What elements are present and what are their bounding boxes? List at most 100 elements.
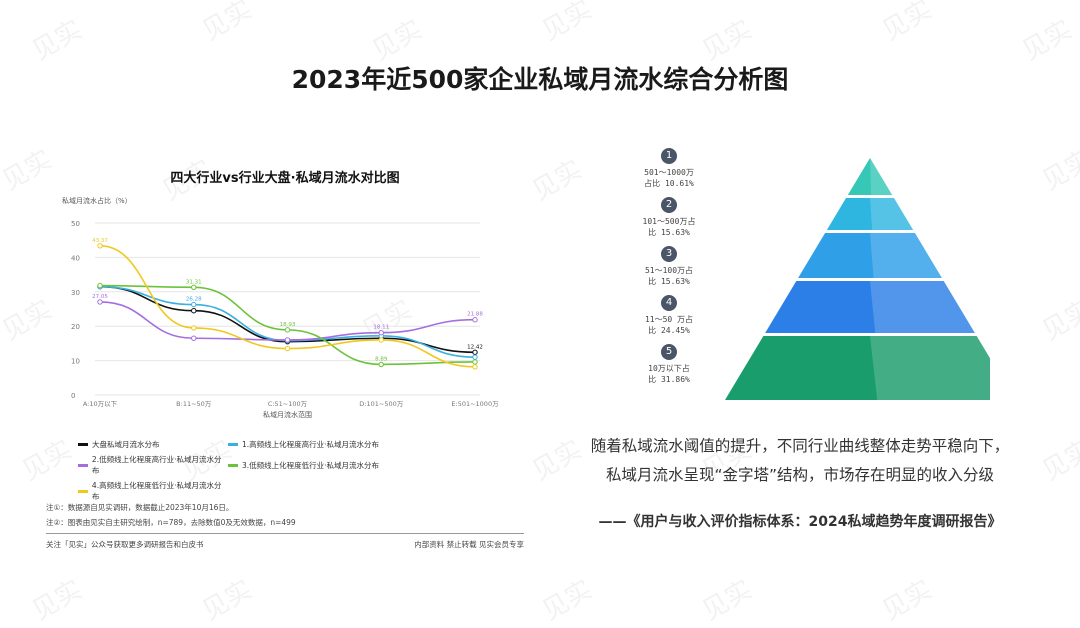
watermark-text: 见实 bbox=[197, 574, 258, 627]
page-title: 2023年近500家企业私域月流水综合分析图 bbox=[291, 65, 789, 94]
pyramid-tier-label: 1 501～1000万 占比 10.61% bbox=[630, 148, 708, 189]
tier-number-badge: 2 bbox=[661, 197, 677, 213]
chart-notes: 注①：数据源自见实调研，数据截止2023年10月16日。 注②：图表由见实自主研… bbox=[46, 500, 296, 530]
data-point bbox=[472, 364, 478, 370]
legend-swatch bbox=[228, 463, 238, 467]
x-tick-label: E:501~1000万 bbox=[451, 400, 499, 408]
data-point bbox=[472, 354, 478, 360]
summary-line-1: 随着私域流水阈值的提升，不同行业曲线整体走势平稳向下， bbox=[590, 437, 1010, 455]
series-line bbox=[99, 245, 476, 368]
data-label: 27.05 bbox=[92, 294, 108, 300]
y-tick-label: 30 bbox=[71, 289, 80, 297]
legend-swatch bbox=[78, 443, 88, 446]
summary-line-2: 私域月流水呈现“金字塔”结构，市场存在明显的收入分级 bbox=[605, 466, 995, 484]
footer-right-text: 内部资料 禁止转载 见实会员专享 bbox=[414, 540, 524, 549]
data-point bbox=[191, 284, 197, 290]
watermark-text: 见实 bbox=[1017, 14, 1078, 67]
pyramid-tier bbox=[826, 198, 914, 230]
data-point bbox=[472, 317, 478, 323]
data-point bbox=[378, 330, 384, 336]
y-tick-label: 20 bbox=[71, 323, 80, 331]
data-point bbox=[191, 335, 197, 341]
watermark-text: 见实 bbox=[27, 14, 88, 67]
tier-text: 11～50 万占 bbox=[644, 315, 694, 324]
data-point bbox=[191, 308, 197, 314]
x-tick-label: D:101~500万 bbox=[359, 400, 403, 408]
watermark-text: 见实 bbox=[367, 14, 428, 67]
legend-label: 4.高频线上化程度低行业·私域月流水分布 bbox=[91, 481, 222, 501]
legend-item: 大盘私域月流水分布 bbox=[78, 439, 228, 450]
pyramid-tier-highlight bbox=[870, 198, 914, 230]
tier-text: 501～1000万 bbox=[644, 168, 694, 177]
chart-legend: 大盘私域月流水分布 1.高频线上化程度高行业·私域月流水分布 2.低频线上化程度高行… bbox=[78, 437, 528, 504]
pyramid-tier-highlight bbox=[870, 336, 990, 400]
legend-item: 4.高频线上化程度低行业·私域月流水分布 bbox=[78, 480, 228, 502]
x-tick-label: B:11~50万 bbox=[176, 400, 212, 408]
line-chart: 私域月流水占比（%） 0 10 20 30 40 50 A:10万以下 B:11~50万 C:51… bbox=[62, 196, 499, 419]
watermark-text: 见实 bbox=[697, 14, 758, 67]
y-axis-label: 私域月流水占比（%） bbox=[62, 196, 132, 205]
footer-left-text: 关注「见实」公众号获取更多调研报告和白皮书 bbox=[46, 540, 204, 549]
pyramid-tier-highlight bbox=[870, 281, 975, 333]
tier-text: 比 24.45% bbox=[648, 326, 690, 335]
data-point bbox=[284, 337, 291, 343]
watermark-text: 见实 bbox=[197, 0, 258, 47]
legend-item: 3.低频线上化程度低行业·私域月流水分布 bbox=[228, 460, 498, 471]
data-label: 31.31 bbox=[186, 279, 202, 285]
tier-text: 51～100万占 bbox=[644, 266, 694, 275]
data-point bbox=[472, 349, 478, 355]
pyramid-tier bbox=[765, 281, 975, 333]
pyramid-tier-highlight bbox=[870, 233, 942, 278]
pyramid-tier-label: 5 10万以下占比 31.86% bbox=[630, 344, 708, 385]
pyramid-tier-label: 2 101～500万占比 15.63% bbox=[630, 197, 708, 238]
data-point bbox=[191, 301, 197, 308]
pyramid-tier-label: 3 51～100万占比 15.63% bbox=[630, 246, 708, 287]
x-tick-label: A:10万以下 bbox=[83, 400, 118, 408]
pyramid-tier bbox=[725, 336, 990, 400]
chart-panel: 私域月流水占比（%） 0 10 20 30 40 50 A:10万以下 B:11~50万 C:51… bbox=[40, 155, 530, 555]
pyramid-tier-label: 4 11～50 万占比 24.45% bbox=[630, 295, 708, 336]
data-label: 21.88 bbox=[467, 312, 483, 318]
watermark-text: 见实 bbox=[877, 574, 938, 627]
data-point bbox=[284, 327, 291, 333]
tier-text: 比 15.63% bbox=[648, 277, 690, 286]
y-tick-label: 50 bbox=[71, 220, 80, 228]
legend-item: 1.高频线上化程度高行业·私域月流水分布 bbox=[228, 439, 498, 450]
data-label: 18.93 bbox=[280, 322, 296, 328]
data-point bbox=[97, 282, 103, 289]
data-point bbox=[284, 345, 291, 352]
report-source: ——《用户与收入评价指标体系：2024私域趋势年度调研报告》 bbox=[598, 514, 1002, 530]
data-point bbox=[191, 325, 197, 331]
y-tick-label: 0 bbox=[71, 392, 75, 400]
pyramid-tier bbox=[798, 233, 942, 278]
watermark-text: 见实 bbox=[1037, 294, 1080, 347]
watermark-text: 见实 bbox=[877, 0, 938, 47]
tier-text: 比 15.63% bbox=[648, 228, 690, 237]
data-label: 12.42 bbox=[467, 344, 483, 350]
note-1: 注①：数据源自见实调研，数据截止2023年10月16日。 bbox=[46, 503, 234, 512]
tier-text: 10万以下占 bbox=[648, 364, 690, 373]
legend-swatch bbox=[228, 443, 238, 446]
data-label: 26.28 bbox=[186, 297, 202, 303]
legend-swatch bbox=[78, 463, 88, 467]
watermark-text: 见实 bbox=[697, 574, 758, 627]
legend-label: 3.低频线上化程度低行业·私域月流水分布 bbox=[242, 460, 380, 470]
watermark-text: 见实 bbox=[1037, 144, 1080, 197]
data-label: 43.37 bbox=[92, 238, 108, 244]
watermark-text: 见实 bbox=[537, 574, 598, 627]
watermark-text: 见实 bbox=[537, 0, 598, 47]
watermark-text: 见实 bbox=[527, 154, 588, 207]
y-tick-label: 40 bbox=[71, 254, 80, 262]
chart-title: 四大行业vs行业大盘·私域月流水对比图 bbox=[170, 171, 400, 186]
tier-number-badge: 5 bbox=[661, 344, 677, 360]
tier-text: 占比 10.61% bbox=[644, 179, 694, 188]
tier-number-badge: 1 bbox=[661, 148, 677, 164]
legend-item: 2.低频线上化程度高行业·私域月流水分布 bbox=[78, 454, 228, 476]
x-tick-label: C:51~100万 bbox=[268, 400, 308, 408]
y-tick-label: 10 bbox=[71, 358, 80, 366]
tier-text: 比 31.86% bbox=[648, 375, 690, 384]
data-point bbox=[97, 243, 103, 249]
tier-number-badge: 3 bbox=[661, 246, 677, 262]
tier-text: 101～500万占 bbox=[642, 217, 696, 226]
footer-divider bbox=[46, 533, 524, 534]
